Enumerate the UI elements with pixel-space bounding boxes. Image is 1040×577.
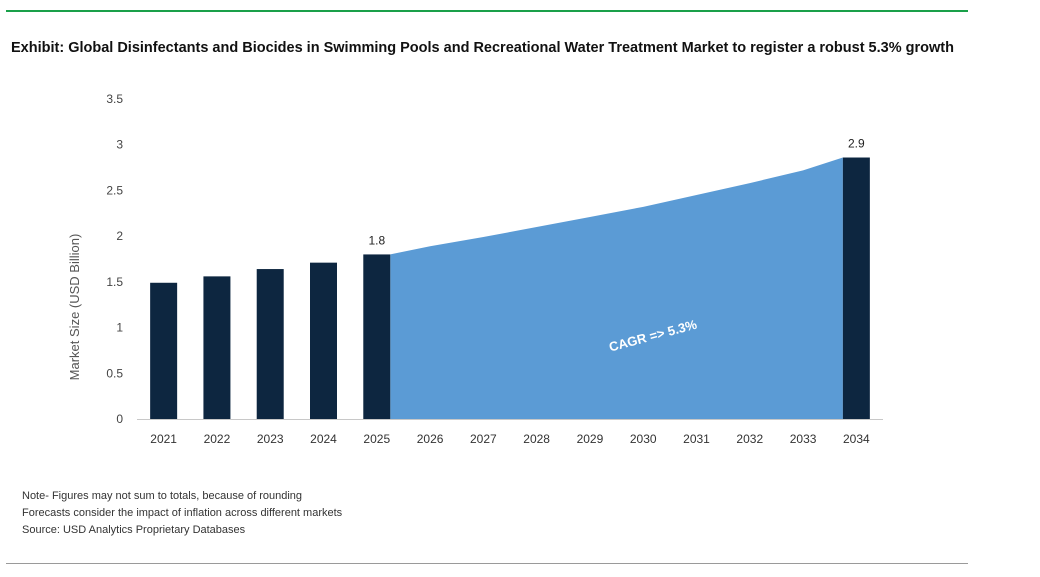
bar-2034 bbox=[842, 157, 870, 419]
forecast-area bbox=[390, 157, 843, 419]
x-tick-label: 2021 bbox=[150, 432, 177, 446]
bar-2021 bbox=[150, 282, 178, 419]
bottom-divider bbox=[6, 563, 968, 564]
x-tick-label: 2025 bbox=[363, 432, 390, 446]
data-label-2034: 2.9 bbox=[848, 137, 865, 151]
data-label-2025: 1.8 bbox=[368, 233, 385, 247]
x-tick-label: 2028 bbox=[523, 432, 550, 446]
y-tick-label: 0.5 bbox=[106, 366, 123, 380]
x-tick-label: 2027 bbox=[470, 432, 497, 446]
x-tick-label: 2029 bbox=[577, 432, 604, 446]
x-tick-label: 2031 bbox=[683, 432, 710, 446]
y-tick-label: 1 bbox=[116, 321, 123, 335]
y-tick-label: 3.5 bbox=[106, 92, 123, 106]
y-tick-label: 3 bbox=[116, 138, 123, 152]
x-tick-label: 2026 bbox=[417, 432, 444, 446]
bar-2023 bbox=[256, 269, 284, 419]
x-tick-label: 2024 bbox=[310, 432, 337, 446]
note-rounding: Note- Figures may not sum to totals, bec… bbox=[22, 490, 303, 502]
x-tick-label: 2034 bbox=[843, 432, 870, 446]
top-divider bbox=[6, 10, 968, 12]
bar-2025 bbox=[363, 254, 391, 419]
x-tick-label: 2032 bbox=[736, 432, 763, 446]
y-tick-label: 2.5 bbox=[106, 183, 123, 197]
footnotes: Note- Figures may not sum to totals, bec… bbox=[22, 488, 342, 539]
y-tick-label: 1.5 bbox=[106, 275, 123, 289]
note-source: Source: USD Analytics Proprietary Databa… bbox=[22, 524, 246, 536]
x-tick-label: 2033 bbox=[790, 432, 817, 446]
x-tick-label: 2022 bbox=[204, 432, 231, 446]
x-tick-label: 2030 bbox=[630, 432, 657, 446]
y-tick-label: 2 bbox=[116, 229, 123, 243]
x-tick-label: 2023 bbox=[257, 432, 284, 446]
bar-2024 bbox=[310, 262, 337, 419]
note-inflation: Forecasts consider the impact of inflati… bbox=[22, 507, 343, 519]
chart-title: Exhibit: Global Disinfectants and Biocid… bbox=[11, 40, 954, 56]
bar-2022 bbox=[203, 276, 231, 419]
y-axis-title: Market Size (USD Billion) bbox=[67, 234, 82, 381]
y-tick-label: 0 bbox=[116, 412, 123, 426]
